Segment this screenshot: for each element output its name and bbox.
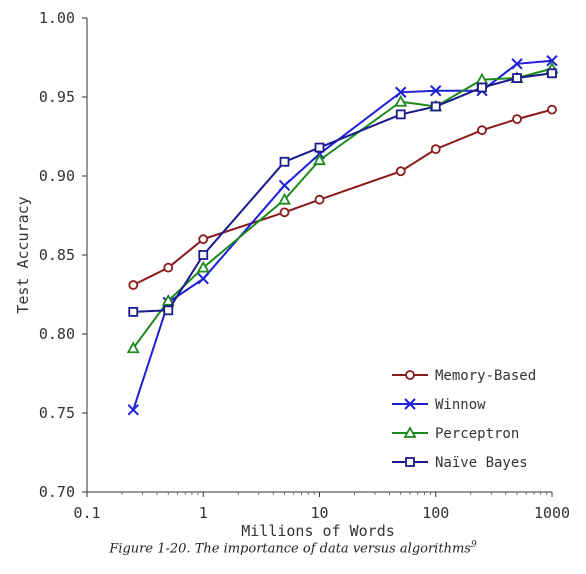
data-point-na-ve-bayes xyxy=(512,73,522,83)
y-tick-label: 1.00 xyxy=(39,9,75,27)
data-point-winnow xyxy=(197,272,209,285)
data-point-na-ve-bayes xyxy=(279,156,290,167)
data-point-perceptron xyxy=(126,341,140,354)
data-point-winnow xyxy=(511,58,523,70)
y-axis-ticks: 0.70 0.75 0.80 0.85 0.90 0.95 1.00 xyxy=(39,9,87,501)
accuracy-chart: 0.1 1 10 100 1000 0.70 0.75 0.80 0.85 0.90 0.95 1.… xyxy=(14,9,570,540)
legend: Memory-Based Winnow Perceptron Naïve Bayes xyxy=(392,368,536,471)
series-na-ve-bayes xyxy=(128,68,557,317)
data-point-na-ve-bayes xyxy=(477,82,487,93)
data-point-winnow xyxy=(127,404,139,416)
data-point-winnow xyxy=(278,179,291,192)
legend-item-na-ve-bayes: Naïve Bayes xyxy=(392,455,528,471)
series-winnow xyxy=(127,54,558,416)
data-point-perceptron xyxy=(394,94,408,107)
data-point-winnow xyxy=(430,84,442,97)
legend-item-winnow: Winnow xyxy=(392,397,486,413)
data-point-na-ve-bayes xyxy=(430,101,441,112)
y-tick-label: 0.95 xyxy=(39,88,75,106)
y-tick-label: 0.90 xyxy=(39,167,75,185)
series-group xyxy=(126,54,559,416)
legend-swatch-marker xyxy=(405,457,415,467)
data-point-memory-based xyxy=(163,262,174,273)
series-line-na-ve-bayes xyxy=(133,72,553,313)
data-point-na-ve-bayes xyxy=(198,250,209,260)
data-point-na-ve-bayes xyxy=(395,109,406,120)
x-tick-label: 1000 xyxy=(534,504,570,522)
legend-item-perceptron: Perceptron xyxy=(392,426,519,442)
data-point-memory-based xyxy=(198,234,209,245)
data-point-memory-based xyxy=(547,104,557,115)
legend-label: Memory-Based xyxy=(435,368,536,384)
legend-label: Perceptron xyxy=(435,426,519,442)
series-line-winnow xyxy=(132,59,553,411)
y-tick-label: 0.70 xyxy=(39,483,75,501)
x-axis-ticks: 0.1 1 10 100 1000 xyxy=(73,492,570,522)
series-memory-based xyxy=(128,104,557,290)
series-line-perceptron xyxy=(132,67,553,349)
y-tick-label: 0.80 xyxy=(39,325,75,343)
y-tick-label: 0.85 xyxy=(39,246,75,264)
y-tick-label: 0.75 xyxy=(39,404,75,422)
x-tick-label: 100 xyxy=(422,504,449,522)
marker-stroke xyxy=(395,86,407,98)
marker-stroke xyxy=(127,404,139,416)
data-point-memory-based xyxy=(128,280,139,290)
data-point-perceptron xyxy=(196,260,210,273)
legend-label: Winnow xyxy=(435,397,486,413)
legend-swatch-marker xyxy=(405,370,415,380)
data-point-perceptron xyxy=(277,192,292,205)
data-point-perceptron xyxy=(161,293,175,306)
figure-caption: Figure 1-20. The importance of data vers… xyxy=(0,540,586,556)
series-line-memory-based xyxy=(132,108,553,286)
x-axis-label: Millions of Words xyxy=(241,522,395,540)
x-tick-label: 1 xyxy=(199,504,208,522)
data-point-na-ve-bayes xyxy=(314,142,325,153)
data-point-na-ve-bayes xyxy=(163,305,174,316)
marker-stroke xyxy=(546,54,558,67)
data-point-winnow xyxy=(546,54,558,67)
marker-stroke xyxy=(430,84,442,97)
caption-text: Figure 1-20. The importance of data vers… xyxy=(109,541,471,557)
x-tick-label: 10 xyxy=(310,504,328,522)
x-tick-label: 0.1 xyxy=(73,504,100,522)
data-point-perceptron xyxy=(312,153,327,166)
data-point-na-ve-bayes xyxy=(547,68,557,79)
legend-label: Naïve Bayes xyxy=(435,455,528,471)
marker-stroke xyxy=(511,58,523,70)
caption-footnote: 9 xyxy=(470,540,477,550)
marker-stroke xyxy=(404,398,416,410)
data-point-memory-based xyxy=(512,114,522,125)
legend-swatch-marker xyxy=(403,426,417,438)
legend-swatch-marker xyxy=(404,398,416,410)
data-point-memory-based xyxy=(314,194,325,205)
legend-item-memory-based: Memory-Based xyxy=(392,368,536,384)
data-point-na-ve-bayes xyxy=(128,306,139,317)
series-perceptron xyxy=(126,61,559,354)
marker-stroke xyxy=(278,179,291,192)
data-point-memory-based xyxy=(430,144,441,155)
marker-stroke xyxy=(197,272,209,285)
data-point-memory-based xyxy=(395,166,406,177)
data-point-winnow xyxy=(395,86,407,98)
data-point-perceptron xyxy=(475,72,489,85)
data-point-memory-based xyxy=(477,125,487,136)
y-axis-label: Test Accuracy xyxy=(14,196,32,313)
data-point-memory-based xyxy=(279,207,290,218)
